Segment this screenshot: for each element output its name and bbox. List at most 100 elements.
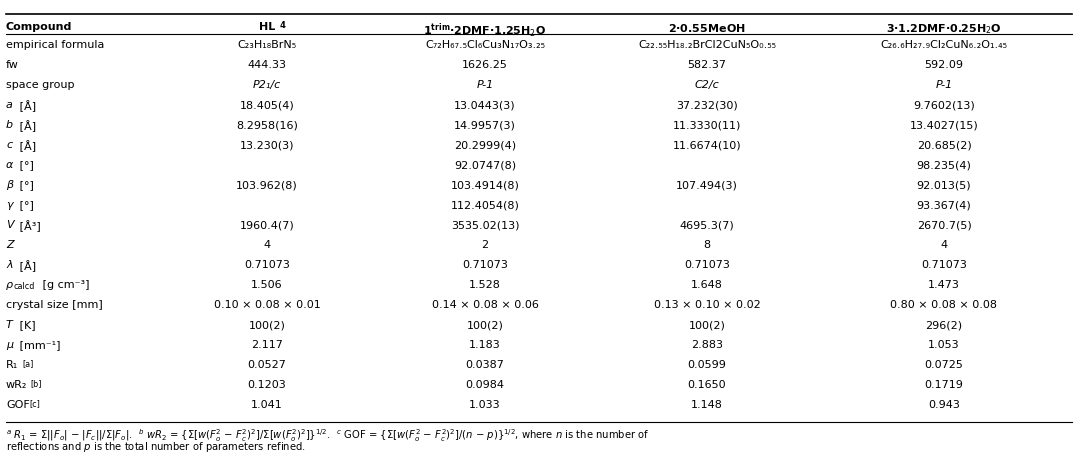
Text: 0.71073: 0.71073 [244,260,290,270]
Text: 14.9957(3): 14.9957(3) [454,120,516,130]
Text: 13.0443(3): 13.0443(3) [454,100,515,110]
Text: 0.0984: 0.0984 [466,380,505,390]
Text: C2/c: C2/c [694,80,719,90]
Text: crystal size [mm]: crystal size [mm] [6,300,102,310]
Text: 8: 8 [704,240,710,250]
Text: 4: 4 [940,240,948,250]
Text: [°]: [°] [16,200,33,210]
Text: 1.148: 1.148 [691,400,723,410]
Text: 592.09: 592.09 [925,60,964,70]
Text: μ: μ [6,340,13,350]
Text: 8.2958(16): 8.2958(16) [236,120,298,130]
Text: 0.80 × 0.08 × 0.08: 0.80 × 0.08 × 0.08 [890,300,997,310]
Text: P2₁/c: P2₁/c [253,80,281,90]
Text: C₂₆.₆H₂₇.₉Cl₂CuN₆.₂O₁.₄₅: C₂₆.₆H₂₇.₉Cl₂CuN₆.₂O₁.₄₅ [881,40,1008,50]
Text: 0.13 × 0.10 × 0.02: 0.13 × 0.10 × 0.02 [653,300,760,310]
Text: 0.0387: 0.0387 [466,360,505,370]
Text: 107.494(3): 107.494(3) [676,180,738,190]
Text: a: a [6,100,13,110]
Text: 4: 4 [280,21,286,30]
Text: C₂₃H₁₈BrN₅: C₂₃H₁₈BrN₅ [237,40,296,50]
Text: 98.235(4): 98.235(4) [916,160,971,170]
Text: 1626.25: 1626.25 [462,60,508,70]
Text: 3535.02(13): 3535.02(13) [451,220,520,230]
Text: [Å]: [Å] [16,260,37,272]
Text: HL: HL [259,22,275,32]
Text: 1.033: 1.033 [469,400,501,410]
Text: wR₂: wR₂ [6,380,27,390]
Text: 100(2): 100(2) [689,320,725,330]
Text: $^a$ $R_1$ = $\Sigma$||$F_o$| $-$ |$F_c$||/$\Sigma$|$F_o$|.  $^b$ $wR_2$ = {$\Si: $^a$ $R_1$ = $\Sigma$||$F_o$| $-$ |$F_c$… [6,427,650,444]
Text: 1.648: 1.648 [691,280,723,290]
Text: 13.4027(15): 13.4027(15) [910,120,979,130]
Text: 9.7602(13): 9.7602(13) [913,100,975,110]
Text: 100(2): 100(2) [249,320,286,330]
Text: 1.183: 1.183 [469,340,501,350]
Text: 37.232(30): 37.232(30) [676,100,737,110]
Text: 0.71073: 0.71073 [921,260,967,270]
Text: 0.14 × 0.08 × 0.06: 0.14 × 0.08 × 0.06 [431,300,538,310]
Text: 2670.7(5): 2670.7(5) [916,220,971,230]
Text: reflections and $p$ is the total number of parameters refined.: reflections and $p$ is the total number … [6,440,306,454]
Text: 1.041: 1.041 [251,400,282,410]
Text: 0.71073: 0.71073 [685,260,730,270]
Text: 0.0527: 0.0527 [248,360,287,370]
Text: T: T [6,320,13,330]
Text: 13.230(3): 13.230(3) [239,140,294,150]
Text: c: c [6,140,12,150]
Text: [b]: [b] [30,379,41,388]
Text: [°]: [°] [16,180,33,190]
Text: space group: space group [6,80,74,90]
Text: 20.685(2): 20.685(2) [916,140,971,150]
Text: calcd: calcd [14,282,36,291]
Text: [Å³]: [Å³] [16,220,41,232]
Text: C₂₂.₅₅H₁₈.₂BrCl2CuN₅O₀.₅₅: C₂₂.₅₅H₁₈.₂BrCl2CuN₅O₀.₅₅ [638,40,776,50]
Text: 4695.3(7): 4695.3(7) [679,220,734,230]
Text: [mm⁻¹]: [mm⁻¹] [16,340,60,350]
Text: [g cm⁻³]: [g cm⁻³] [39,280,89,290]
Text: P-1: P-1 [476,80,494,90]
Text: Z: Z [6,240,14,250]
Text: 100(2): 100(2) [467,320,503,330]
Text: [K]: [K] [16,320,36,330]
Text: 296(2): 296(2) [925,320,963,330]
Text: 4: 4 [263,240,271,250]
Text: 1960.4(7): 1960.4(7) [239,220,294,230]
Text: empirical formula: empirical formula [6,40,105,50]
Text: 0.0599: 0.0599 [688,360,727,370]
Text: 0.1203: 0.1203 [248,380,287,390]
Text: γ: γ [6,200,13,210]
Text: 0.1650: 0.1650 [688,380,727,390]
Text: P-1: P-1 [936,80,953,90]
Text: C₇₂H₆₇.₅Cl₆Cu₃N₁₇O₃.₂₅: C₇₂H₆₇.₅Cl₆Cu₃N₁₇O₃.₂₅ [425,40,545,50]
Text: 11.6674(10): 11.6674(10) [673,140,742,150]
Text: [Å]: [Å] [16,120,37,132]
Text: 0.71073: 0.71073 [462,260,508,270]
Text: 103.4914(8): 103.4914(8) [451,180,520,190]
Text: R₁: R₁ [6,360,18,370]
Text: Compound: Compound [6,22,72,32]
Text: 0.1719: 0.1719 [925,380,964,390]
Text: [a]: [a] [22,359,33,368]
Text: 92.013(5): 92.013(5) [916,180,971,190]
Text: 0.10 × 0.08 × 0.01: 0.10 × 0.08 × 0.01 [213,300,320,310]
Text: 444.33: 444.33 [248,60,287,70]
Text: β: β [6,180,13,190]
Text: 2.883: 2.883 [691,340,723,350]
Text: $\mathbf{1^{trim}}$·2DMF·1.25H$_2$O: $\mathbf{1^{trim}}$·2DMF·1.25H$_2$O [424,22,547,41]
Text: $\mathbf{2}$·0.55MeOH: $\mathbf{2}$·0.55MeOH [668,22,746,34]
Text: GOF: GOF [6,400,30,410]
Text: $\mathbf{3}$·1.2DMF·0.25H$_2$O: $\mathbf{3}$·1.2DMF·0.25H$_2$O [886,22,1001,36]
Text: 582.37: 582.37 [688,60,727,70]
Text: [Å]: [Å] [16,140,37,152]
Text: α: α [6,160,13,170]
Text: 93.367(4): 93.367(4) [916,200,971,210]
Text: [°]: [°] [16,160,33,170]
Text: 1.506: 1.506 [251,280,282,290]
Text: 2: 2 [482,240,488,250]
Text: 0.0725: 0.0725 [925,360,964,370]
Text: 20.2999(4): 20.2999(4) [454,140,516,150]
Text: 112.4054(8): 112.4054(8) [451,200,520,210]
Text: 0.943: 0.943 [928,400,959,410]
Text: λ: λ [6,260,13,270]
